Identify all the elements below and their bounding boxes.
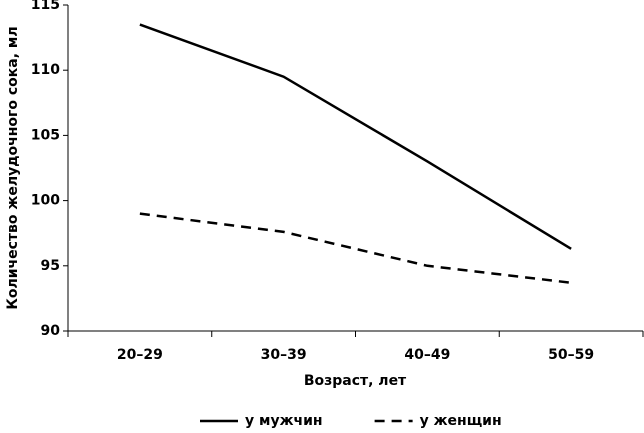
y-tick-label: 105 bbox=[31, 127, 60, 143]
y-tick-label: 100 bbox=[31, 193, 60, 209]
y-tick-label: 90 bbox=[41, 323, 61, 339]
legend-label: у женщин bbox=[420, 413, 502, 429]
series-line bbox=[139, 212, 572, 284]
y-axis-label: Количество желудочного сока, мл bbox=[5, 26, 21, 309]
y-tick-label: 115 bbox=[31, 0, 60, 13]
y-tick-label: 95 bbox=[41, 258, 60, 274]
x-tick-label: 30–39 bbox=[261, 347, 307, 363]
y-tick-label: 110 bbox=[31, 62, 60, 78]
x-tick-label: 20–29 bbox=[117, 347, 163, 363]
series-line bbox=[139, 23, 572, 250]
legend-label: у мужчин bbox=[245, 413, 323, 429]
x-tick-label: 40–49 bbox=[404, 347, 450, 363]
x-tick-label: 50–59 bbox=[548, 347, 594, 363]
x-axis-label: Возраст, лет bbox=[304, 373, 407, 389]
